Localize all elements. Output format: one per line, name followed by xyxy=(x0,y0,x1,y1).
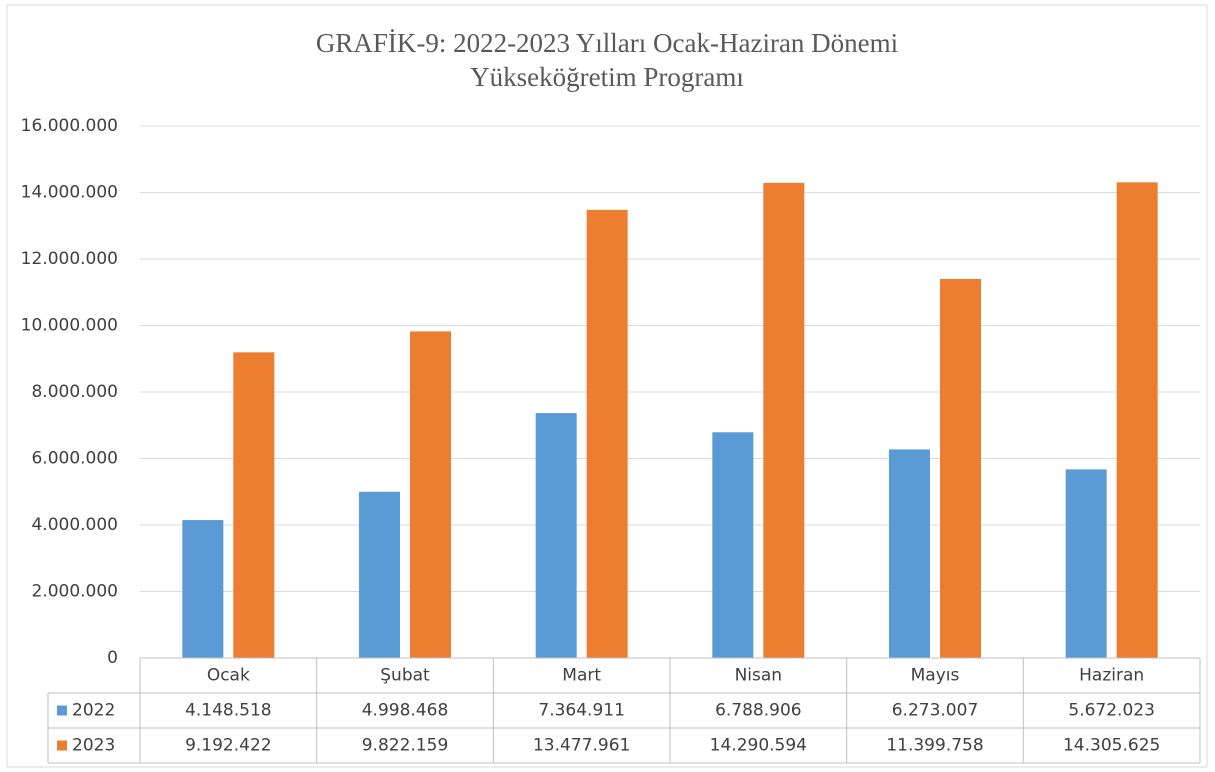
bar xyxy=(1116,182,1158,659)
bar xyxy=(359,491,400,658)
bar xyxy=(889,449,930,658)
table-cell: 4.998.468 xyxy=(362,701,449,721)
legend-label: 2022 xyxy=(72,701,115,721)
bar xyxy=(535,413,577,658)
y-tick-label: 10.000.000 xyxy=(21,316,118,336)
chart-title: GRAFİK-9: 2022-2023 Yılları Ocak-Haziran… xyxy=(316,28,898,58)
bar xyxy=(233,352,275,658)
y-tick-label: 4.000.000 xyxy=(31,515,118,535)
table-cell: 11.399.758 xyxy=(886,736,983,756)
table-cell: 7.364.911 xyxy=(538,701,625,721)
table-cell: 5.672.023 xyxy=(1068,701,1155,721)
table-cell: 6.788.906 xyxy=(715,701,802,721)
x-tick-label: Nisan xyxy=(735,666,783,686)
x-tick-label: Şubat xyxy=(380,666,430,686)
y-tick-label: 8.000.000 xyxy=(31,382,118,402)
bar xyxy=(182,520,224,658)
x-tick-label: Mayıs xyxy=(911,666,960,686)
table-cell: 14.290.594 xyxy=(710,736,807,756)
y-tick-label: 14.000.000 xyxy=(21,183,118,203)
bar xyxy=(410,331,451,658)
bar xyxy=(763,182,805,658)
table-cell: 14.305.625 xyxy=(1063,736,1160,756)
table-cell: 13.477.961 xyxy=(533,736,630,756)
legend-key xyxy=(57,705,67,716)
y-tick-label: 2.000.000 xyxy=(31,582,118,602)
y-tick-label: 0 xyxy=(107,648,118,668)
table-cell: 6.273.007 xyxy=(892,701,979,721)
chart-title: Yükseköğretim Programı xyxy=(470,62,744,92)
y-tick-label: 12.000.000 xyxy=(21,249,118,269)
y-tick-label: 16.000.000 xyxy=(21,116,118,136)
x-tick-label: Haziran xyxy=(1079,666,1144,686)
bar xyxy=(586,209,628,659)
x-tick-label: Mart xyxy=(562,666,601,686)
table-cell: 4.148.518 xyxy=(185,701,272,721)
y-tick-label: 6.000.000 xyxy=(31,449,118,469)
legend-label: 2023 xyxy=(72,736,115,756)
legend-key xyxy=(57,740,67,751)
table-cell: 9.822.159 xyxy=(362,736,449,756)
bar xyxy=(1065,469,1107,658)
bar xyxy=(712,432,754,658)
bar xyxy=(940,278,981,658)
x-tick-label: Ocak xyxy=(207,666,250,686)
table-cell: 9.192.422 xyxy=(185,736,272,756)
